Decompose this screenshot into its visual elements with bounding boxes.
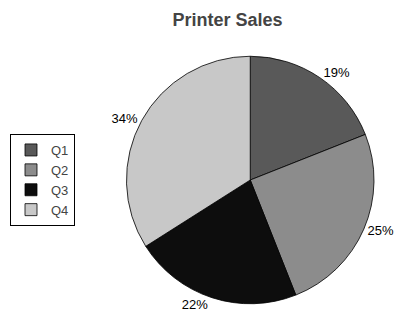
svg-text:Q1: Q1 xyxy=(51,143,68,158)
svg-text:Q4: Q4 xyxy=(51,203,68,218)
svg-text:Q3: Q3 xyxy=(51,183,68,198)
svg-text:Printer Sales: Printer Sales xyxy=(172,10,282,30)
svg-text:22%: 22% xyxy=(182,297,208,312)
svg-text:25%: 25% xyxy=(368,223,394,238)
svg-text:19%: 19% xyxy=(324,65,350,80)
svg-text:34%: 34% xyxy=(112,111,138,126)
svg-text:Q2: Q2 xyxy=(51,163,68,178)
